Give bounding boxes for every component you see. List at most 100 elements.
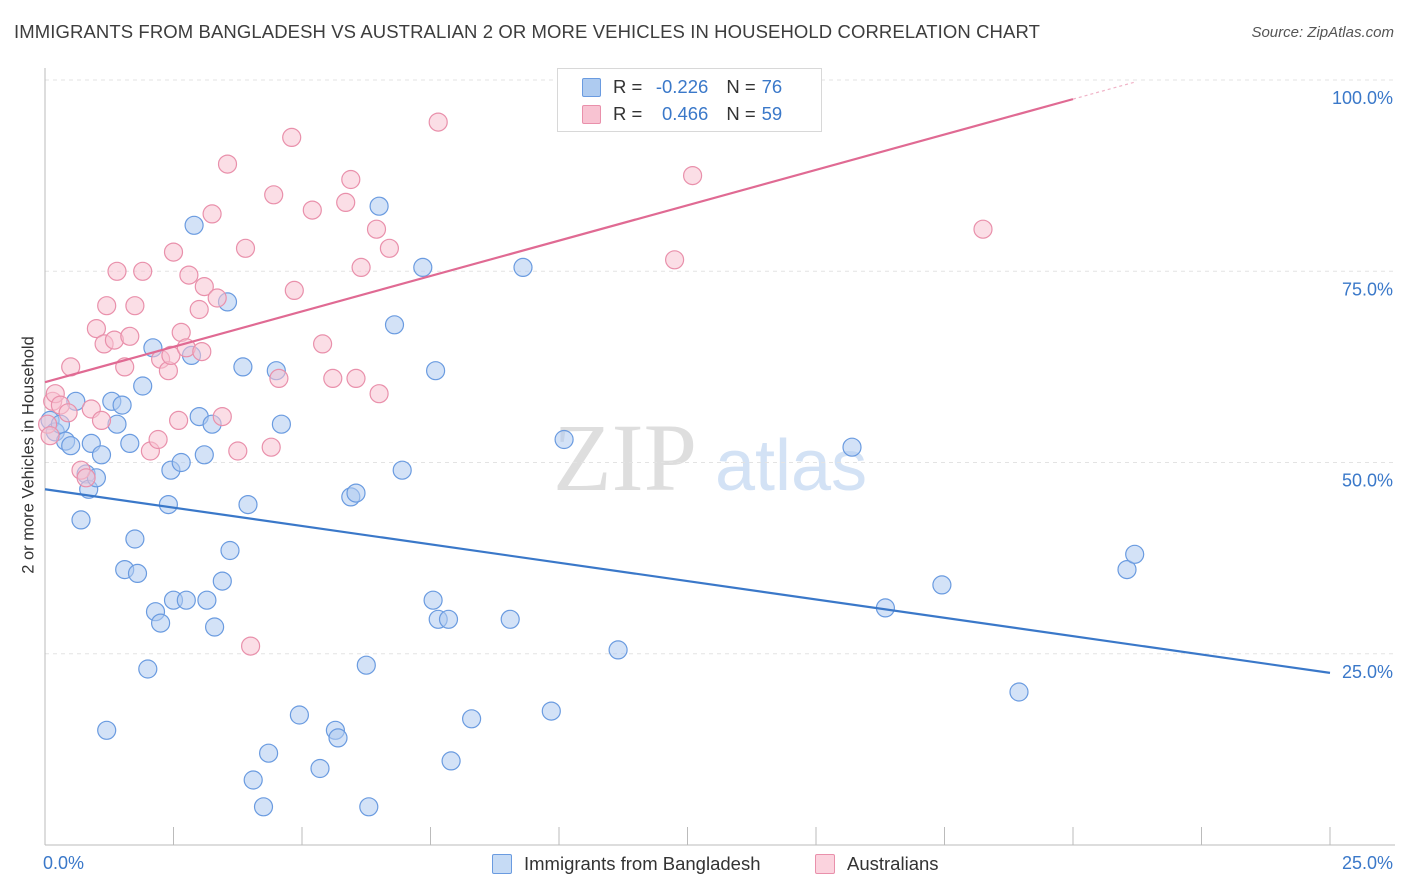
bangladesh-point-69 [608,640,628,660]
bottom-legend-label-australians: Australians [847,853,939,874]
australians-point-15 [107,261,127,281]
legend-r-value: -0.226 [655,76,709,97]
bottom-legend-swatch-pink [815,854,835,874]
bangladesh-point-66 [513,257,533,277]
bangladesh-point-42 [243,770,263,790]
legend-r-value: 0.466 [662,103,709,124]
bangladesh-point-55 [369,196,389,216]
bangladesh-point-73 [1009,682,1029,702]
bangladesh-point-37 [212,571,232,591]
australians-point-41 [264,185,284,205]
australians-point-57 [682,166,703,186]
bangladesh-point-59 [426,361,446,381]
australians-point-48 [336,192,356,212]
bangladesh-point-72 [932,575,952,595]
australians-point-54 [379,238,399,258]
legend-swatch-pink [582,104,601,124]
australians-point-56 [664,250,685,270]
australians-point-30 [189,299,209,320]
bangladesh-point-28 [171,452,191,473]
bangladesh-point-4 [61,436,81,456]
legend-row-bangladesh: R = -0.226 N = 76 [582,75,782,99]
australians-point-46 [313,334,333,354]
bangladesh-point-11 [91,445,112,465]
bangladesh-point-18 [125,529,145,549]
legend-n-label: N = [726,76,756,97]
bottom-legend-label-bangladesh: Immigrants from Bangladesh [524,853,761,874]
bangladesh-point-68 [554,429,574,450]
australians-point-58 [973,219,993,239]
legend-n-value: 59 [761,103,783,124]
bangladesh-point-34 [197,590,217,610]
australians-point-25 [163,242,184,262]
bangladesh-point-62 [438,609,459,629]
australians-point-36 [217,154,238,174]
bottom-legend-bangladesh: Immigrants from Bangladesh [492,852,761,876]
bangladesh-point-29 [176,590,196,610]
australians-point-38 [235,238,256,258]
australians-point-31 [192,342,212,362]
bangladesh-point-40 [233,357,253,377]
trend-line-bangladesh [44,488,1331,674]
australians-point-19 [133,261,153,281]
australians-point-32 [194,277,214,297]
australians-point-1 [40,426,60,446]
australians-point-55 [428,112,448,132]
australians-point-26 [169,410,189,430]
trend-line-australians-extension [1072,81,1135,100]
australians-point-50 [346,368,366,388]
bangladesh-point-74 [1117,559,1137,580]
australians-point-40 [261,437,281,457]
australians-point-13 [97,296,117,316]
trend-lines [44,81,1331,674]
bangladesh-point-54 [359,797,379,817]
australians-point-29 [179,265,199,285]
bangladesh-point-53 [356,655,376,675]
australians-point-33 [202,204,222,224]
australians-point-18 [125,296,145,316]
bangladesh-point-57 [392,460,412,480]
bangladesh-point-25 [158,495,178,515]
bangladesh-point-15 [112,395,132,415]
bangladesh-point-60 [423,590,443,610]
bangladesh-point-56 [384,315,405,335]
bangladesh-point-58 [413,257,433,277]
australians-point-53 [369,384,389,404]
bangladesh-point-63 [441,751,461,771]
bangladesh-point-20 [133,376,153,396]
bangladesh-point-41 [238,495,258,515]
australians-point-17 [120,326,140,346]
bangladesh-point-31 [184,215,204,235]
legend-n-value: 76 [761,76,783,97]
x-tick-label-1: 25.0% [1342,853,1393,873]
bangladesh-point-70 [842,437,862,457]
correlation-legend: R = -0.226 N = 76 R = 0.466 N = 59 [557,68,822,132]
bangladesh-point-75 [1125,544,1145,564]
y-tick-label-2: 75.0% [1342,279,1393,299]
australians-point-37 [228,441,248,461]
australians-point-21 [148,429,168,450]
australians-point-51 [351,257,371,277]
bangladesh-point-46 [271,414,291,434]
australians-point-47 [323,368,343,388]
bangladesh-point-50 [328,728,348,748]
australians-point-45 [302,200,322,220]
y-tick-label-1: 50.0% [1342,471,1393,491]
legend-n-label: N = [726,103,756,124]
bottom-legend-australians: Australians [815,852,939,876]
watermark: ZIP atlas [553,404,867,511]
bangladesh-point-12 [97,720,117,740]
watermark-zip: ZIP [553,404,697,511]
australians-point-44 [284,280,304,300]
bangladesh-point-48 [310,758,330,779]
tick-labels: 25.0% 50.0% 75.0% 100.0% 0.0% 25.0% [43,88,1393,873]
bangladesh-point-64 [462,709,482,729]
bangladesh-point-19 [127,563,148,584]
bangladesh-point-24 [151,613,171,633]
legend-r-label: R = [613,76,643,97]
series-australians-points [37,112,993,656]
bangladesh-point-47 [289,705,309,725]
australians-point-43 [282,127,302,147]
australians-point-49 [341,169,361,190]
